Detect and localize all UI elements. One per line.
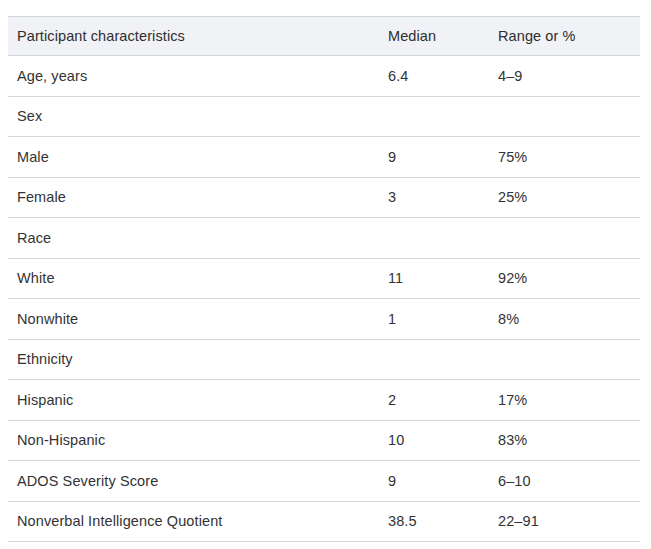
table-row: Race bbox=[8, 218, 640, 259]
cell-median: 38.5 bbox=[388, 513, 498, 529]
cell-label: Female bbox=[8, 189, 388, 205]
cell-label: Race bbox=[8, 230, 388, 246]
cell-range: 92% bbox=[498, 270, 640, 286]
table-row: Ethnicity bbox=[8, 340, 640, 381]
table-row: ADOS Severity Score 9 6–10 bbox=[8, 461, 640, 502]
table-row: Sex bbox=[8, 97, 640, 138]
cell-label: White bbox=[8, 270, 388, 286]
cell-median: 1 bbox=[388, 311, 498, 327]
cell-range: 8% bbox=[498, 311, 640, 327]
page: Participant characteristics Median Range… bbox=[0, 0, 651, 549]
column-header-range: Range or % bbox=[498, 28, 640, 44]
cell-median: 2 bbox=[388, 392, 498, 408]
cell-median: 9 bbox=[388, 473, 498, 489]
table-row: White 11 92% bbox=[8, 259, 640, 300]
cell-median: 6.4 bbox=[388, 68, 498, 84]
cell-range: 75% bbox=[498, 149, 640, 165]
column-header-median: Median bbox=[388, 28, 498, 44]
cell-median: 11 bbox=[388, 270, 498, 286]
table-row: Hispanic 2 17% bbox=[8, 380, 640, 421]
cell-label: Ethnicity bbox=[8, 351, 388, 367]
table-row: Male 9 75% bbox=[8, 137, 640, 178]
cell-median: 10 bbox=[388, 432, 498, 448]
cell-label: Hispanic bbox=[8, 392, 388, 408]
table-row: Age, years 6.4 4–9 bbox=[8, 56, 640, 97]
table-row: Non-Hispanic 10 83% bbox=[8, 421, 640, 462]
cell-range: 17% bbox=[498, 392, 640, 408]
cell-range: 25% bbox=[498, 189, 640, 205]
table-row: Nonwhite 1 8% bbox=[8, 299, 640, 340]
cell-label: Nonwhite bbox=[8, 311, 388, 327]
table-row: Nonverbal Intelligence Quotient 38.5 22–… bbox=[8, 502, 640, 543]
cell-label: Non-Hispanic bbox=[8, 432, 388, 448]
cell-range: 6–10 bbox=[498, 473, 640, 489]
column-header-characteristics: Participant characteristics bbox=[8, 28, 388, 44]
cell-range: 83% bbox=[498, 432, 640, 448]
cell-label: Sex bbox=[8, 108, 388, 124]
cell-median: 3 bbox=[388, 189, 498, 205]
table-header-row: Participant characteristics Median Range… bbox=[8, 17, 640, 56]
cell-label: Nonverbal Intelligence Quotient bbox=[8, 513, 388, 529]
cell-median: 9 bbox=[388, 149, 498, 165]
cell-label: Age, years bbox=[8, 68, 388, 84]
cell-range: 4–9 bbox=[498, 68, 640, 84]
cell-range: 22–91 bbox=[498, 513, 640, 529]
cell-label: Male bbox=[8, 149, 388, 165]
cell-label: ADOS Severity Score bbox=[8, 473, 388, 489]
participant-characteristics-table: Participant characteristics Median Range… bbox=[8, 16, 640, 542]
table-row: Female 3 25% bbox=[8, 178, 640, 219]
